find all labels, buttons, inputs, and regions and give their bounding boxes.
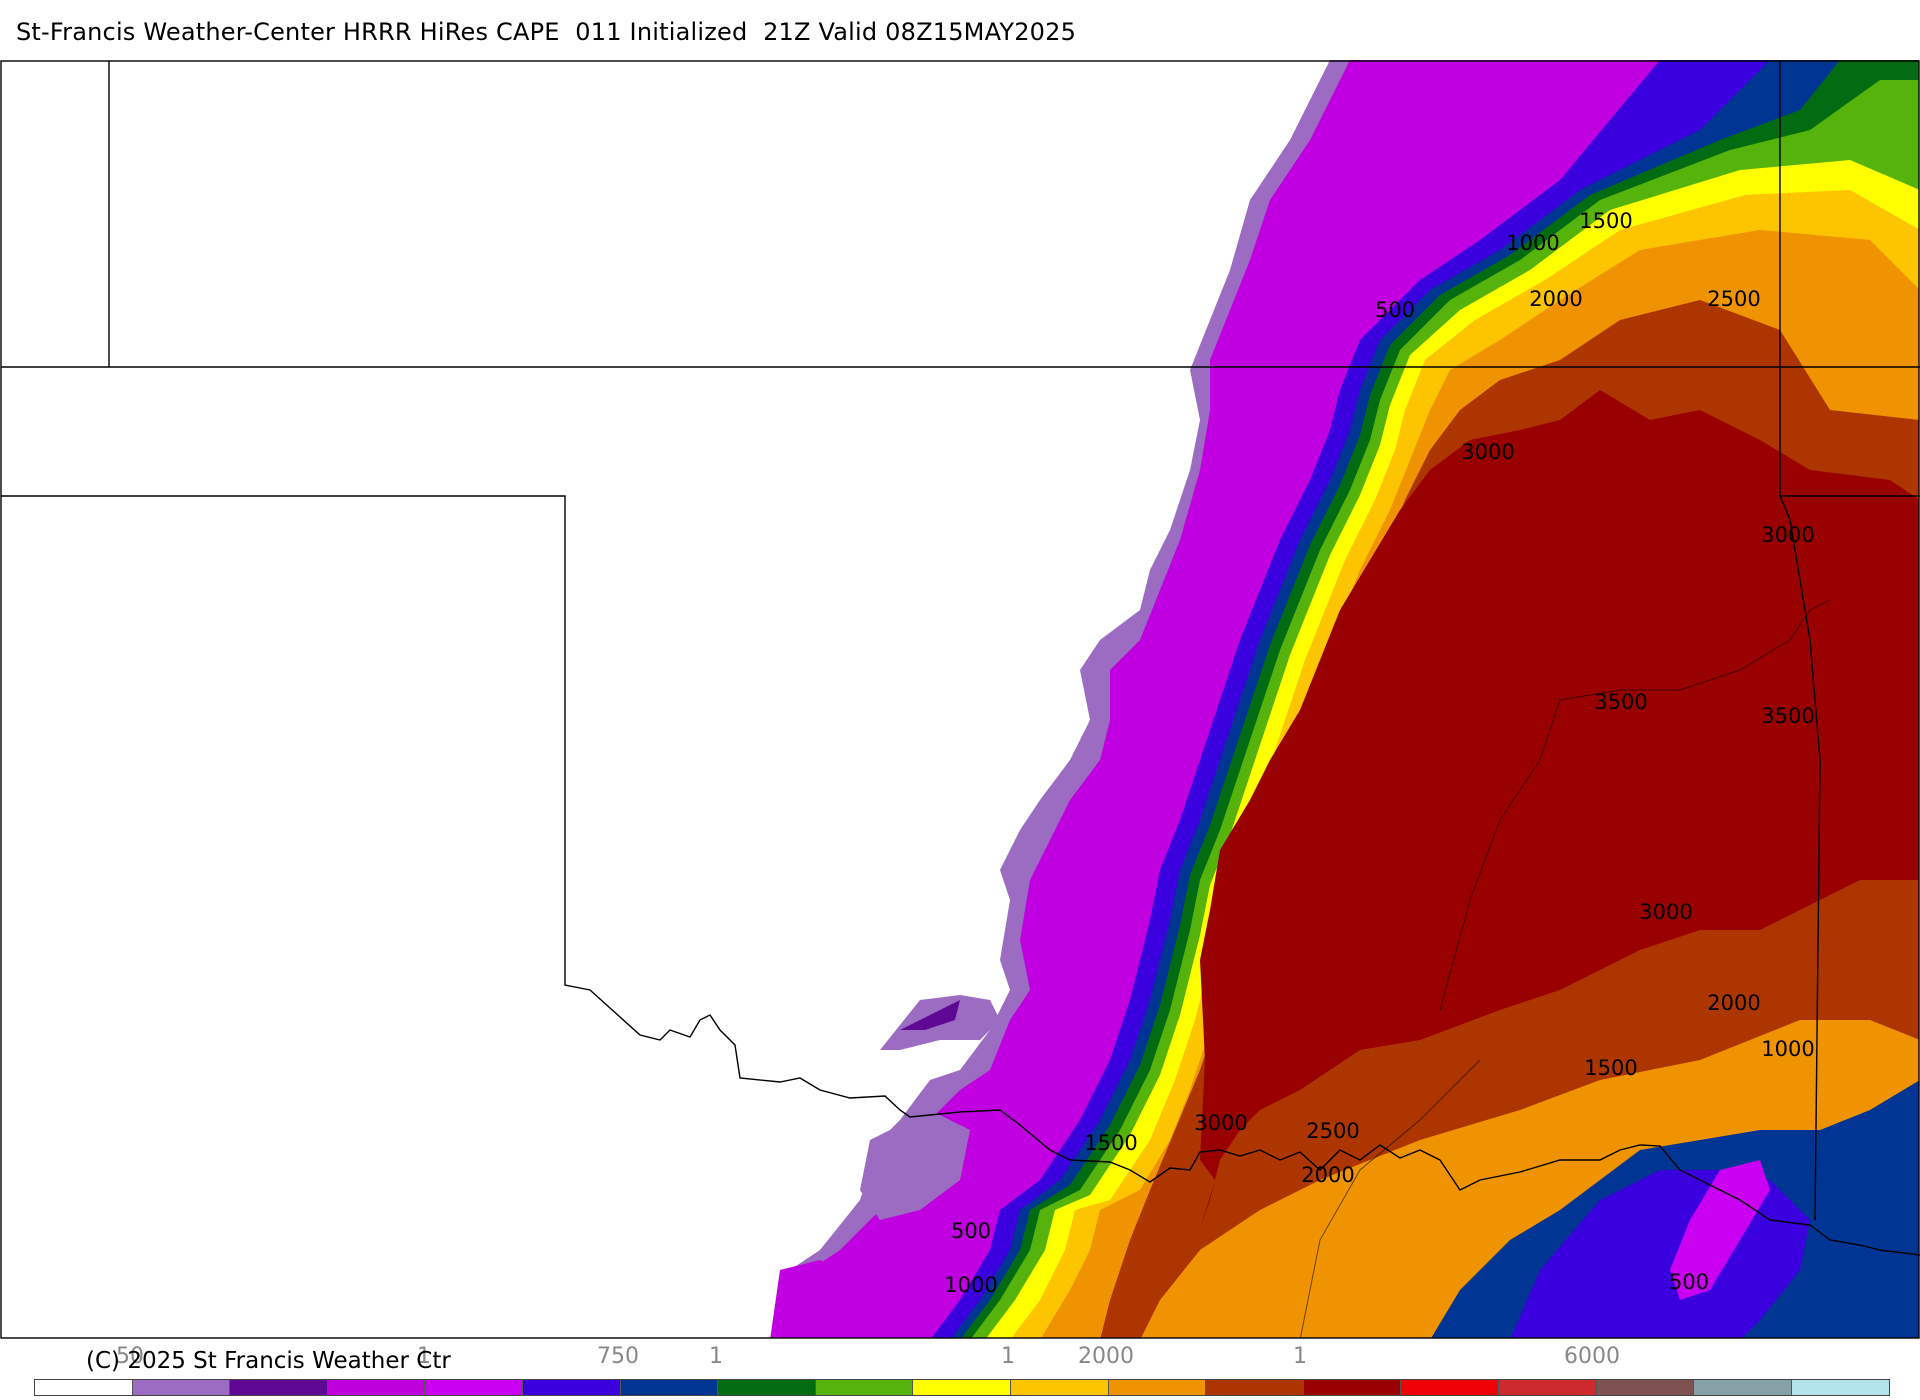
- state-borders: [0, 60, 1920, 1339]
- colorbar-segment: [620, 1380, 719, 1395]
- legend-tick-label: 1: [417, 1344, 431, 1369]
- contour-label: 2000: [1529, 287, 1582, 311]
- legend-tick-label: 1: [1293, 1344, 1307, 1369]
- colorbar-segment: [425, 1380, 523, 1395]
- contour-label: 1500: [1579, 209, 1632, 233]
- legend-tick-label: 1: [709, 1344, 723, 1369]
- colorbar-segment: [1694, 1380, 1792, 1395]
- colorbar-segment: [1010, 1380, 1109, 1395]
- colorbar-segment: [913, 1380, 1011, 1395]
- colorbar-segment: [815, 1380, 914, 1395]
- contour-label: 2500: [1707, 287, 1760, 311]
- contour-label: 1000: [1506, 231, 1559, 255]
- contour-label: 3000: [1639, 900, 1692, 924]
- legend-tick-label: 2000: [1078, 1344, 1134, 1369]
- contour-label: 3000: [1761, 523, 1814, 547]
- contour-label: 500: [951, 1219, 991, 1243]
- legend-tick-label: 6000: [1564, 1344, 1620, 1369]
- contour-label: 1500: [1584, 1056, 1637, 1080]
- colorbar-segment: [718, 1380, 816, 1395]
- copyright-notice: (C) 2025 St Francis Weather Ctr: [86, 1348, 451, 1374]
- colorbar-segment: [1498, 1380, 1597, 1395]
- contour-label: 1000: [944, 1273, 997, 1297]
- contour-label: 2000: [1301, 1163, 1354, 1187]
- cape-band-fringe-west2: [900, 1000, 960, 1030]
- colorbar-segment: [522, 1380, 621, 1395]
- legend-tick-label: 50: [116, 1344, 144, 1369]
- contour-label: 500: [1669, 1270, 1709, 1294]
- contour-label: 3000: [1461, 440, 1514, 464]
- contour-label: 3500: [1761, 704, 1814, 728]
- colorbar-segment: [1791, 1380, 1890, 1395]
- contour-label: 2500: [1306, 1119, 1359, 1143]
- cape-colorbar: [34, 1379, 1891, 1396]
- contour-label: 2000: [1707, 991, 1760, 1015]
- contour-label: 500: [1375, 298, 1415, 322]
- contour-label: 3500: [1594, 690, 1647, 714]
- cape-map: 500 1000 1500 2000 2500 3000 3000 3500 3…: [0, 60, 1920, 1339]
- colorbar-segment: [327, 1380, 426, 1395]
- contour-label: 1500: [1084, 1131, 1137, 1155]
- colorbar-segment: [132, 1380, 231, 1395]
- cape-fill-layers: [770, 60, 1919, 1338]
- colorbar-segment: [35, 1380, 133, 1395]
- contour-label: 3000: [1194, 1111, 1247, 1135]
- cape-band-dark-red: [1200, 390, 1919, 1230]
- cape-band-fringe-sw: [770, 1260, 890, 1338]
- colorbar-segment: [230, 1380, 328, 1395]
- cape-band-fringe-sw2: [860, 1110, 970, 1220]
- colorbar-segment: [1401, 1380, 1499, 1395]
- legend-tick-label: 750: [597, 1344, 639, 1369]
- cape-contours: [1299, 599, 1831, 1338]
- colorbar-segment: [1206, 1380, 1304, 1395]
- contour-labels: 500 1000 1500 2000 2500 3000 3000 3500 3…: [944, 209, 1814, 1297]
- colorbar-segment: [1108, 1380, 1207, 1395]
- colorbar-segment: [1303, 1380, 1402, 1395]
- colorbar-segment: [1596, 1380, 1695, 1395]
- map-title: St-Francis Weather-Center HRRR HiRes CAP…: [16, 18, 1077, 46]
- contour-label: 1000: [1761, 1037, 1814, 1061]
- cape-band-magenta-se: [1670, 1160, 1770, 1300]
- legend-tick-label: 1: [1001, 1344, 1015, 1369]
